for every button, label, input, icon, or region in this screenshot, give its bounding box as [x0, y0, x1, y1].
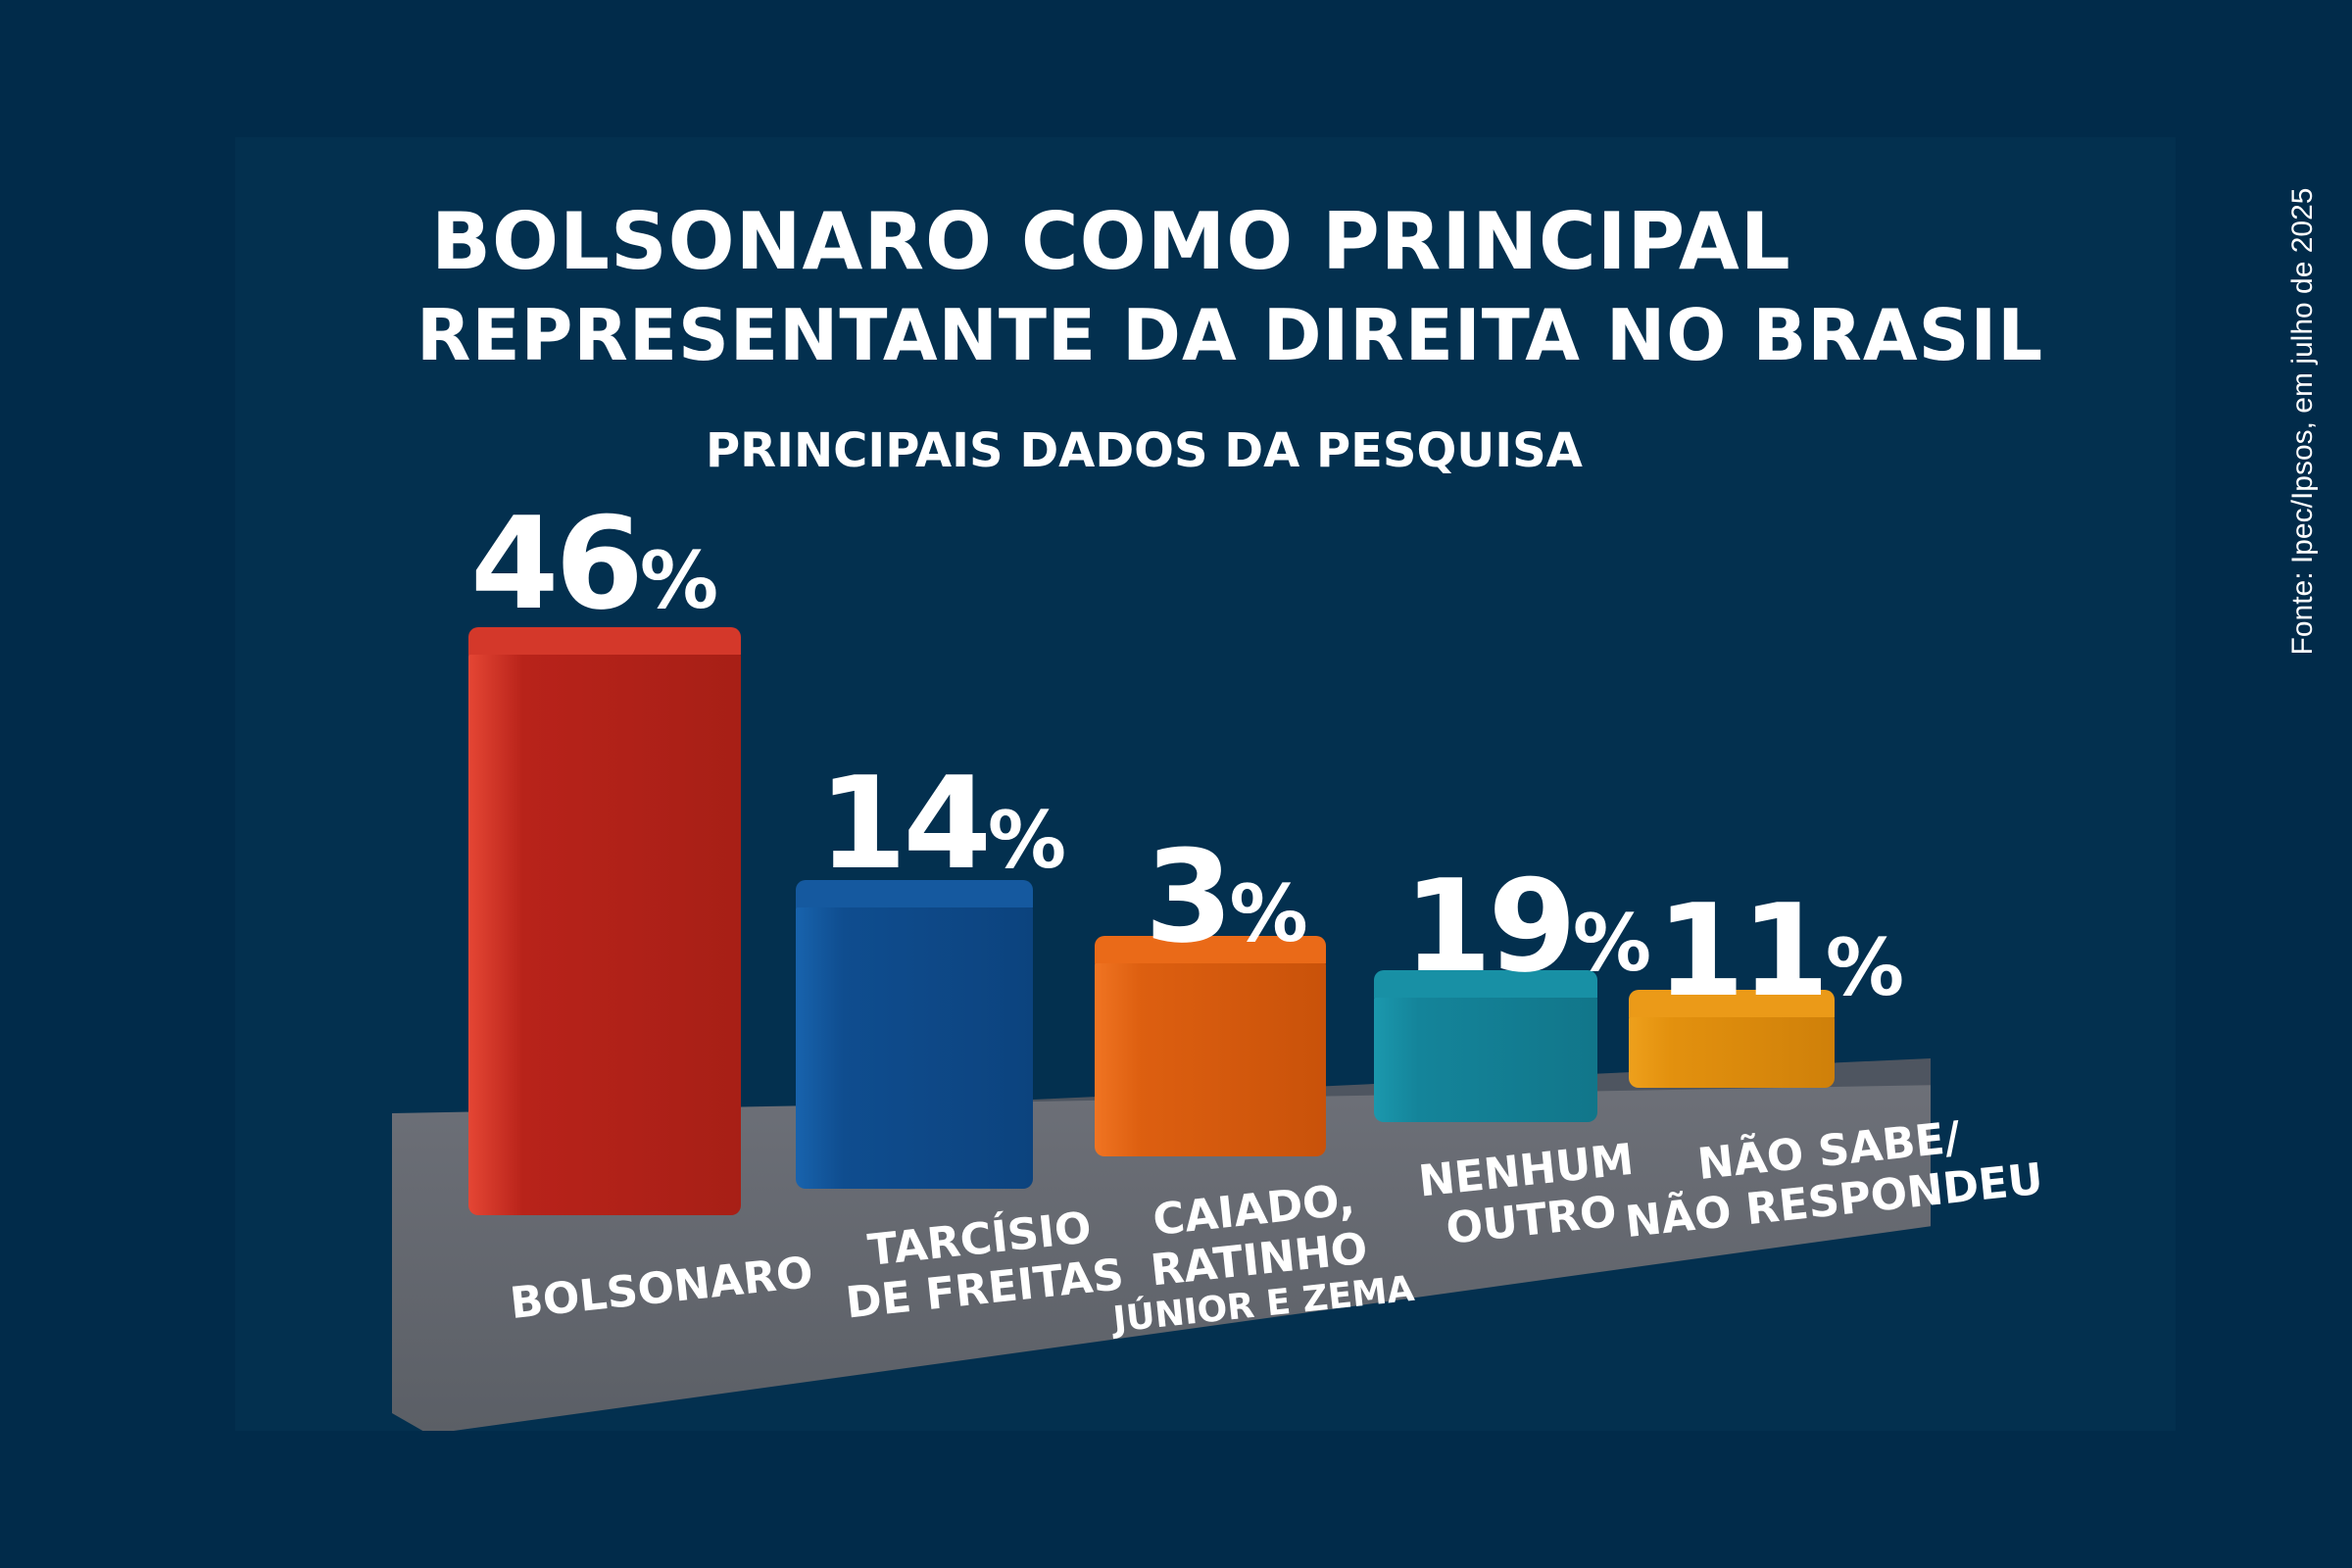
bar-bolsonaro — [468, 627, 741, 1215]
bar-tarcisio — [796, 880, 1033, 1189]
chart-subtitle: PRINCIPAIS DADOS DA PESQUISA — [706, 423, 1583, 478]
bar-nenhum-outro — [1374, 970, 1597, 1122]
value-label-bolsonaro: 46% — [470, 489, 719, 638]
value-label-nenhum-outro: 19% — [1403, 852, 1652, 1001]
bar-caiado-ratinho-zema — [1095, 936, 1326, 1156]
value-label-caiado-ratinho-zema: 3% — [1145, 822, 1308, 971]
value-label-nao-sabe: 11% — [1656, 876, 1905, 1025]
chart-title-line2: REPRESENTANTE DA DIREITA NO BRASIL — [416, 294, 2044, 376]
source-note: Fonte: Ipec/Ipsos, em julho de 2025 — [2286, 187, 2319, 656]
value-label-tarcisio: 14% — [818, 749, 1067, 898]
chart-title-line1: BOLSONARO COMO PRINCIPAL — [431, 196, 1791, 287]
bar-nao-sabe — [1629, 990, 1835, 1088]
